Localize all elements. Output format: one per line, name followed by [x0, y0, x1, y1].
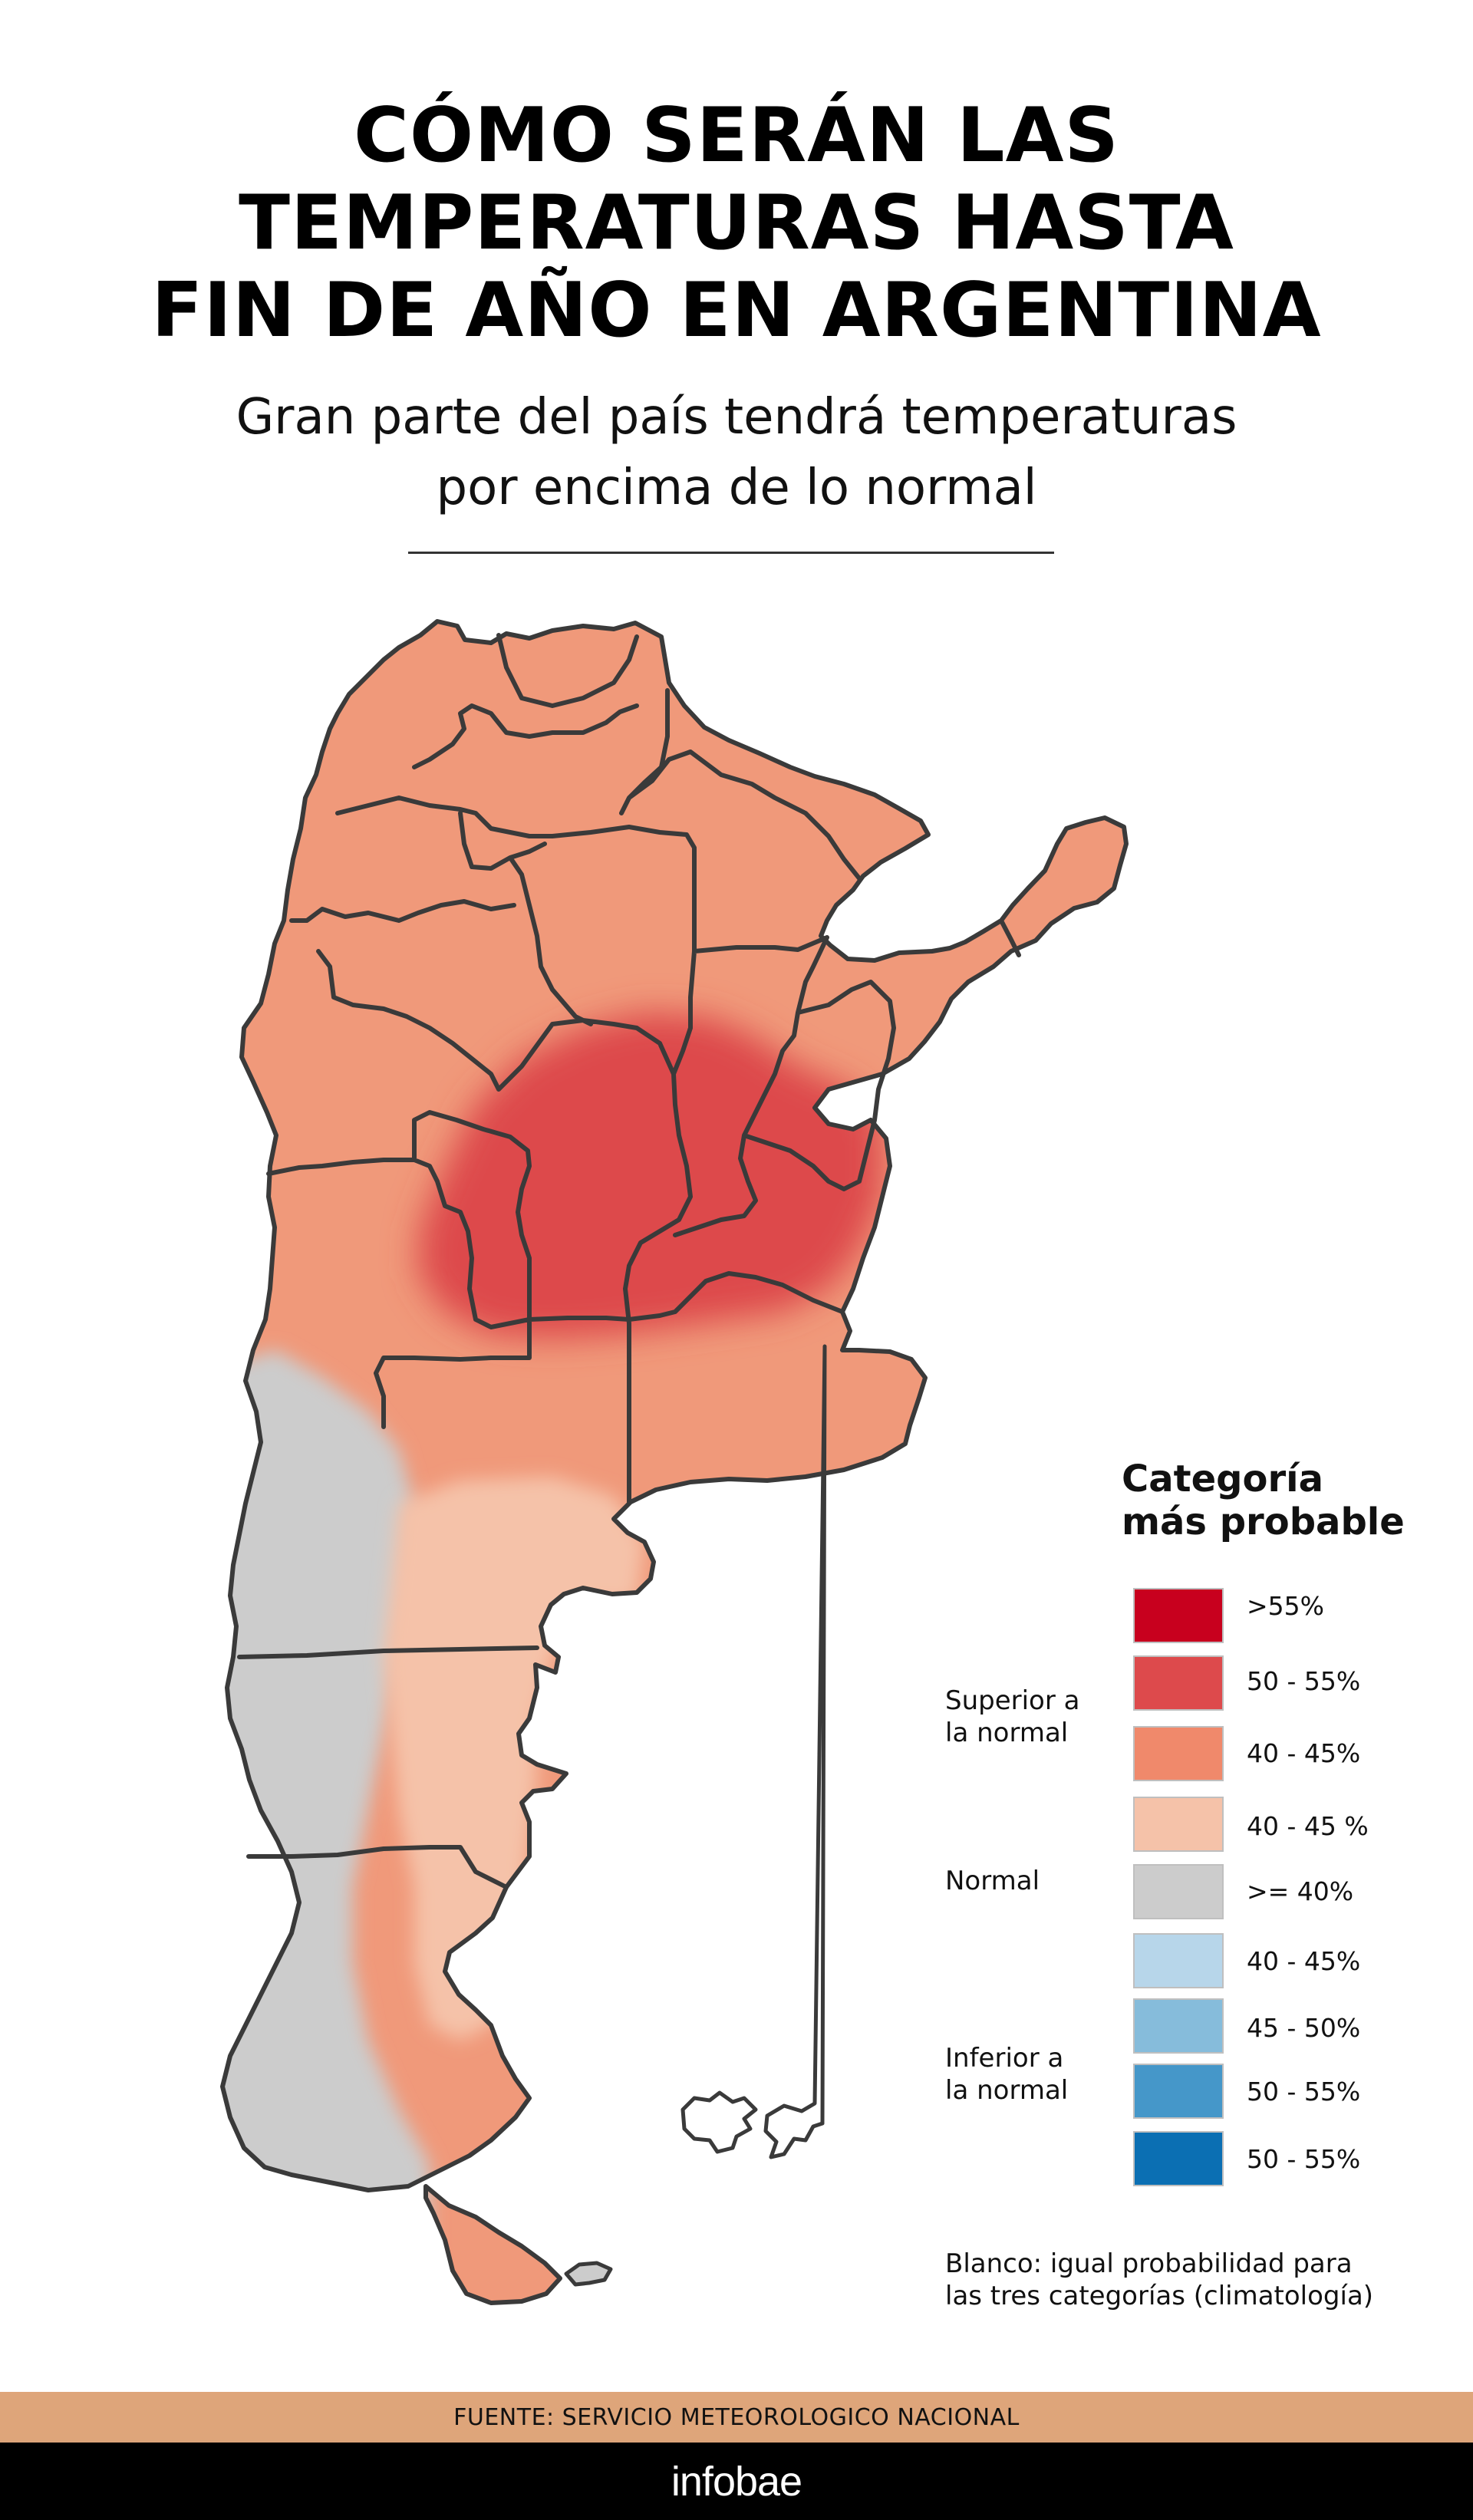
legend-group-above: Superior a la normal [945, 1685, 1080, 1748]
province-border-lines [237, 633, 1021, 1889]
title-line-2: TEMPERATURAS HASTA [239, 180, 1234, 267]
legend-swatch-above-40-45 [1133, 1726, 1224, 1781]
legend-label-below-45-50: 45 - 50% [1247, 2013, 1361, 2043]
title-line-1: CÓMO SERÁN LAS [353, 92, 1120, 180]
legend-group-below: Inferior a la normal [945, 2043, 1069, 2106]
province-borders [237, 633, 1021, 1889]
page-title: CÓMO SERÁN LAS TEMPERATURAS HASTA FIN DE… [0, 92, 1473, 354]
legend-swatch-below-50-55 [1133, 2064, 1224, 2119]
legend-swatch-above-light [1133, 1797, 1224, 1852]
title-line-3: FIN DE AÑO EN ARGENTINA [151, 267, 1322, 354]
country-outline [220, 619, 1129, 2305]
malvinas-island-west [680, 2090, 758, 2154]
legend-label-normal: >= 40% [1247, 1876, 1354, 1906]
subtitle-line-2: por encima de lo normal [436, 460, 1037, 516]
page-subtitle: Gran parte del país tendrá temperaturas … [0, 382, 1473, 523]
legend-label-below-darkest: 50 - 55% [1247, 2144, 1361, 2174]
legend-swatch-normal [1133, 1864, 1224, 1919]
legend-swatch-above-50-55 [1133, 1655, 1224, 1711]
legend-label-above-55: >55% [1247, 1591, 1324, 1621]
legend-title: Categoría más probable [1122, 1458, 1444, 1543]
legend-label-below-40-45: 40 - 45% [1247, 1946, 1361, 1976]
title-divider [408, 552, 1054, 554]
source-bar: FUENTE: SERVICIO METEOROLOGICO NACIONAL [0, 2392, 1473, 2443]
zone-normal [222, 1350, 430, 2303]
legend-swatch-below-darkest [1133, 2131, 1224, 2186]
legend-note: Blanco: igual probabilidad para las tres… [945, 2248, 1374, 2311]
legend-label-below-50-55: 50 - 55% [1247, 2077, 1361, 2107]
legend-label-above-40-45: 40 - 45% [1247, 1738, 1361, 1768]
malvinas-island-east [763, 1344, 827, 2159]
zone-above-light [384, 1477, 644, 2041]
brand-logo: infobae [671, 2458, 802, 2505]
isla-de-los-estados [564, 2261, 613, 2287]
legend-title-line-1: Categoría [1122, 1458, 1323, 1500]
legend-title-line-2: más probable [1122, 1500, 1405, 1543]
legend-label-above-50-55: 50 - 55% [1247, 1666, 1361, 1696]
source-text: FUENTE: SERVICIO METEOROLOGICO NACIONAL [453, 2403, 1020, 2431]
legend-group-normal: Normal [945, 1866, 1040, 1896]
subtitle-line-1: Gran parte del país tendrá temperaturas [236, 389, 1237, 446]
legend-swatch-below-40-45 [1133, 1933, 1224, 1988]
legend-swatch-below-45-50 [1133, 1998, 1224, 2054]
legend-swatch-above-55 [1133, 1588, 1224, 1643]
legend-label-above-light: 40 - 45 % [1247, 1811, 1369, 1841]
argentina-map [220, 619, 1129, 2305]
brand-bar: infobae [0, 2443, 1473, 2520]
